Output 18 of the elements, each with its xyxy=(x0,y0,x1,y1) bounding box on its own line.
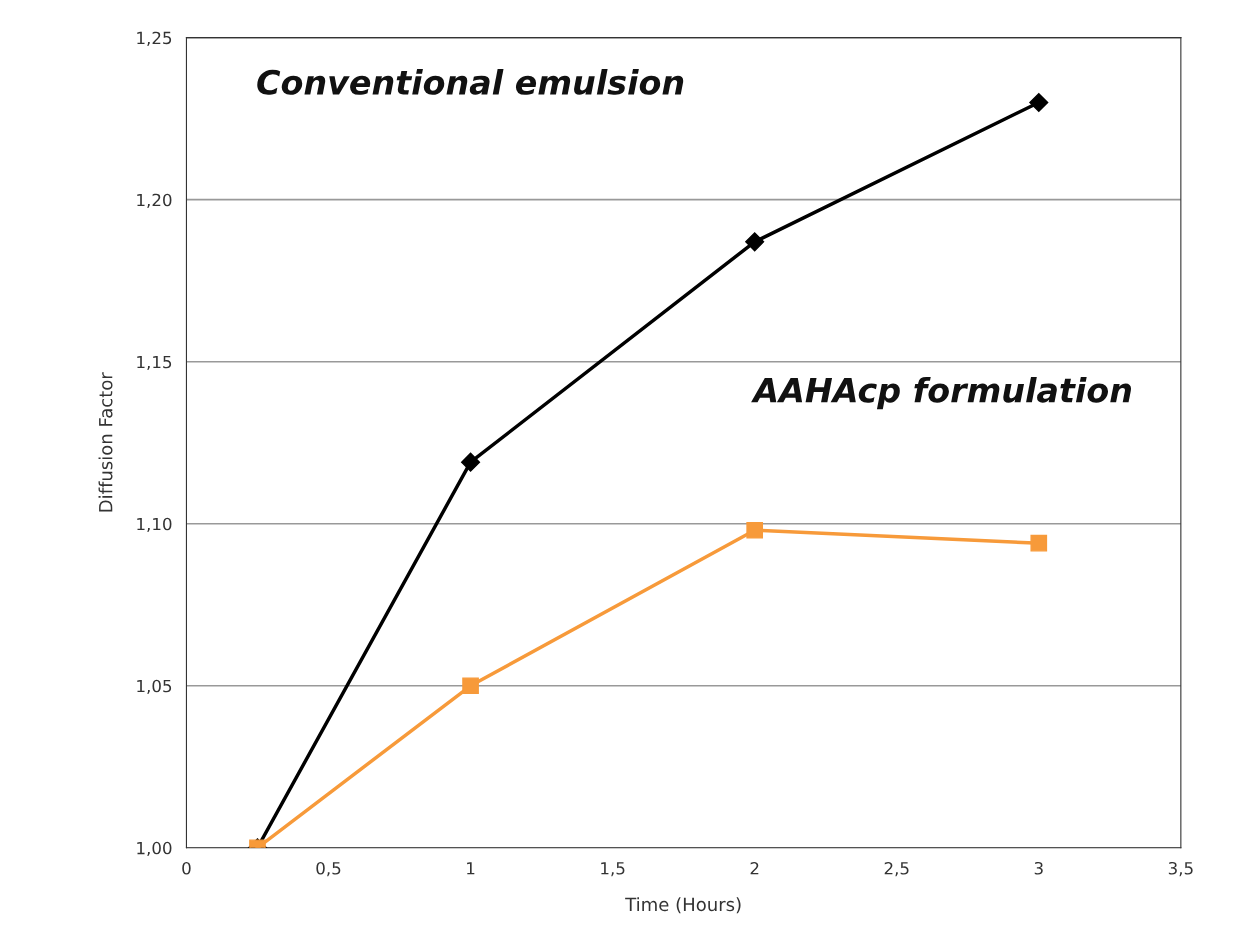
y-tick-label: 1,05 xyxy=(137,679,172,695)
y-tick-label: 1,25 xyxy=(137,31,172,46)
y-tick-label: 1,00 xyxy=(137,841,172,857)
y-tick-label: 1,20 xyxy=(137,193,172,208)
x-tick-label: 0 xyxy=(182,861,191,875)
x-tick-label: 1,5 xyxy=(601,862,625,877)
y-axis-title: Diffusion Factor xyxy=(98,372,113,512)
x-axis-title: Time (Hours) xyxy=(625,897,741,914)
annotation: Conventional emulsion xyxy=(257,69,684,95)
x-tick-label: 1 xyxy=(467,862,475,875)
y-tick-label: 1,10 xyxy=(137,517,172,533)
y-tick-label: 1,15 xyxy=(137,355,172,370)
x-tick-label: 2,5 xyxy=(884,861,909,877)
x-tick-label: 2 xyxy=(750,861,759,875)
x-tick-label: 3 xyxy=(1034,861,1043,875)
annotation: AAHAcp formulation xyxy=(751,376,1132,410)
x-tick-label: 0,5 xyxy=(316,861,341,877)
x-tick-label: 3,5 xyxy=(1168,861,1193,877)
